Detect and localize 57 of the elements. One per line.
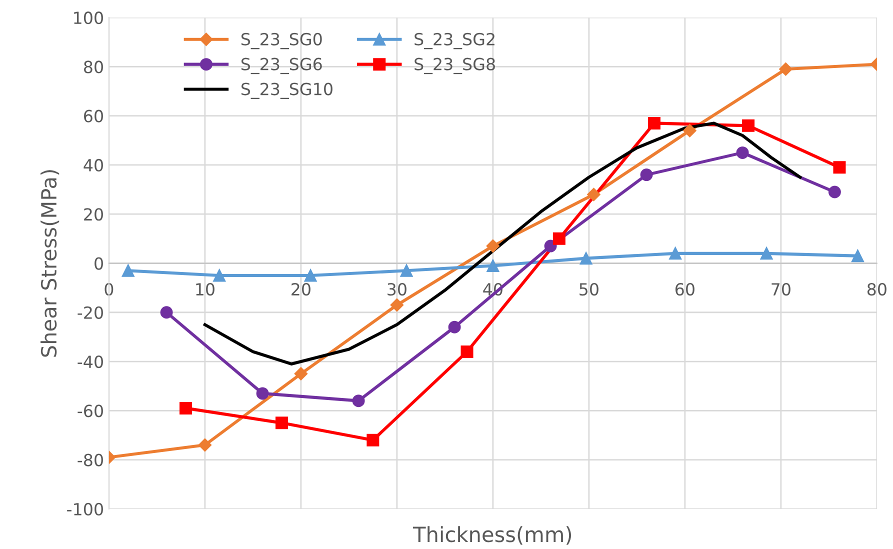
legend-label: S_23_SG0 bbox=[241, 32, 322, 50]
point bbox=[448, 320, 461, 334]
point bbox=[390, 298, 404, 312]
point bbox=[587, 188, 600, 202]
point bbox=[544, 240, 557, 252]
point bbox=[160, 306, 173, 319]
x-tick-label: 20 bbox=[292, 282, 310, 296]
legend-label: S_23_SG2 bbox=[414, 32, 494, 50]
point bbox=[742, 119, 755, 132]
y-tick-label: 0 bbox=[94, 257, 103, 270]
point bbox=[683, 124, 696, 138]
y-tick-label: 80 bbox=[84, 60, 103, 74]
y-tick-label: -80 bbox=[78, 454, 103, 466]
point bbox=[851, 250, 864, 262]
y-axis-title: Shear Stress(MPa) bbox=[40, 170, 60, 357]
point bbox=[486, 259, 500, 272]
point bbox=[833, 161, 846, 174]
y-tick-label: 60 bbox=[84, 110, 103, 122]
legend-label: S_23_SG6 bbox=[241, 58, 322, 74]
legend-label: S_23_SG10 bbox=[241, 82, 332, 100]
point bbox=[640, 168, 653, 182]
point bbox=[486, 239, 500, 253]
point bbox=[122, 264, 134, 277]
point bbox=[366, 434, 380, 446]
point bbox=[352, 394, 365, 408]
y-tick-label: -40 bbox=[78, 355, 103, 368]
x-axis-title: Thickness(mm) bbox=[412, 526, 572, 545]
x-tick-label: 70 bbox=[772, 282, 790, 296]
y-tick-label: 20 bbox=[84, 208, 103, 221]
x-tick-label: 60 bbox=[675, 282, 694, 296]
legend-label: S_23_SG8 bbox=[414, 58, 495, 74]
x-tick-label: 50 bbox=[580, 282, 598, 296]
y-tick-label: -60 bbox=[78, 404, 103, 418]
y-tick-label: -100 bbox=[67, 502, 103, 516]
point bbox=[294, 367, 308, 380]
point bbox=[669, 247, 682, 260]
point bbox=[760, 247, 773, 260]
point bbox=[828, 186, 841, 198]
point bbox=[256, 387, 269, 400]
point bbox=[779, 62, 792, 76]
point bbox=[275, 416, 288, 430]
point bbox=[736, 146, 749, 159]
point bbox=[552, 232, 566, 245]
x-tick-label: 80 bbox=[867, 282, 886, 296]
point bbox=[304, 269, 317, 282]
x-tick-label: 10 bbox=[196, 282, 214, 296]
point bbox=[179, 402, 192, 414]
point bbox=[580, 252, 592, 265]
point bbox=[213, 269, 226, 282]
y-tick-label: -20 bbox=[78, 306, 103, 319]
point bbox=[198, 438, 212, 452]
x-tick-label: 30 bbox=[388, 282, 406, 296]
point bbox=[648, 116, 660, 130]
y-tick-label: 40 bbox=[84, 158, 103, 172]
point bbox=[400, 264, 413, 277]
point bbox=[460, 345, 474, 358]
y-tick-label: 100 bbox=[74, 12, 103, 24]
